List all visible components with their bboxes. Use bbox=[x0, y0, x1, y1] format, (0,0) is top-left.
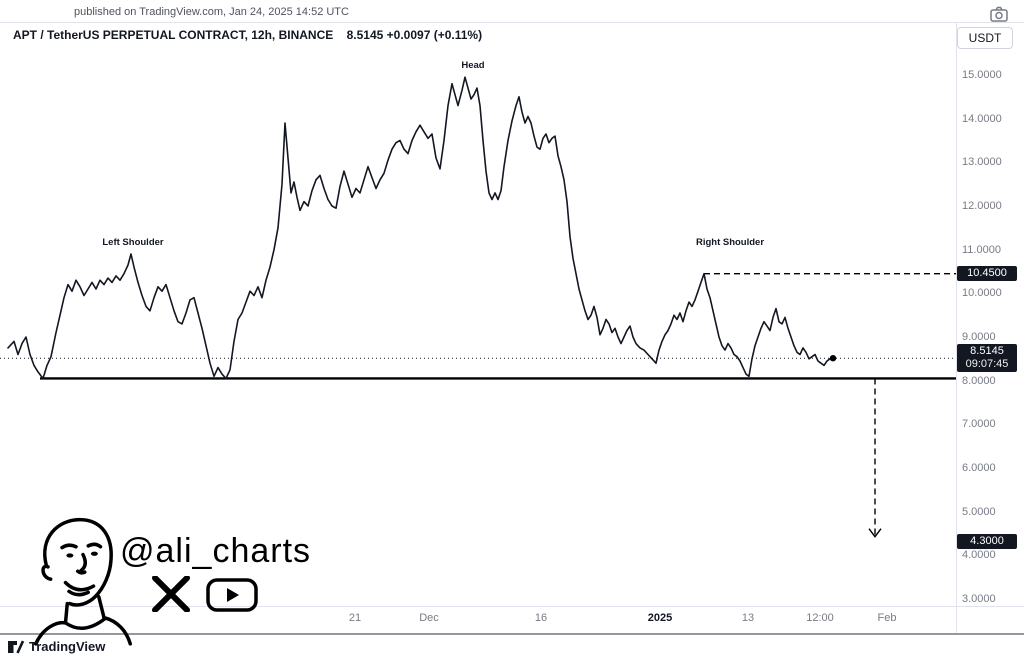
price-tick-label: 6.0000 bbox=[962, 462, 996, 474]
time-tick-label: 21 bbox=[348, 612, 362, 624]
price-tick-label: 9.0000 bbox=[962, 331, 996, 343]
price-badge: 8.5145 09:07:45 bbox=[957, 344, 1017, 373]
price-tick-label: 5.0000 bbox=[962, 505, 996, 518]
chart-legend: APT / TetherUS PERPETUAL CONTRACT, 12h, … bbox=[13, 28, 482, 42]
price-tick-label: 13.0000 bbox=[962, 156, 1002, 169]
chart-top-border bbox=[0, 22, 1024, 23]
time-tick-label: 12:00 bbox=[806, 612, 834, 624]
price-tick-label: 11.0000 bbox=[962, 243, 1001, 256]
chart-bottom-border bbox=[0, 633, 1024, 635]
pattern-label: Head bbox=[461, 60, 485, 72]
price-tick-label: 4.0000 bbox=[962, 549, 996, 562]
tradingview-logo-text: TradingView bbox=[29, 639, 106, 654]
tradingview-logo-link[interactable]: TradingView bbox=[8, 639, 105, 654]
price-tick-label: 10.0000 bbox=[962, 287, 1002, 300]
pattern-label: Left Shoulder bbox=[102, 237, 164, 249]
time-tick-label: 16 bbox=[534, 612, 548, 624]
price-badge: 4.3000 bbox=[957, 534, 1017, 550]
currency-unit-button[interactable]: USDT bbox=[957, 27, 1013, 49]
price-tick-label: 12.0000 bbox=[962, 200, 1002, 212]
price-axis-separator bbox=[956, 22, 957, 634]
published-caption: published on TradingView.com, Jan 24, 20… bbox=[74, 6, 349, 18]
time-tick-label: Dec bbox=[419, 612, 439, 624]
time-tick-label: 2025 bbox=[647, 612, 673, 624]
price-tick-label: 15.0000 bbox=[962, 69, 1002, 81]
artist-handle: @ali_charts bbox=[120, 532, 312, 570]
youtube-icon bbox=[206, 578, 258, 612]
x-logo-icon bbox=[152, 576, 190, 612]
price-change: +0.0097 (+0.11%) bbox=[386, 28, 483, 42]
price-tick-label: 7.0000 bbox=[962, 418, 996, 431]
camera-icon[interactable] bbox=[990, 6, 1008, 22]
price-tick-label: 14.0000 bbox=[962, 112, 1002, 125]
artist-face-drawing bbox=[34, 517, 132, 646]
last-price: 8.5145 bbox=[346, 28, 384, 42]
price-tick-label: 3.0000 bbox=[962, 593, 996, 605]
time-axis-separator bbox=[0, 606, 1024, 607]
time-tick-label: Feb bbox=[877, 612, 897, 624]
price-tick-label: 8.0000 bbox=[962, 374, 996, 387]
tradingview-logo-icon bbox=[8, 639, 24, 654]
price-badge: 10.4500 bbox=[957, 265, 1017, 281]
time-tick-label: 13 bbox=[741, 612, 755, 624]
pattern-label: Right Shoulder bbox=[695, 237, 765, 249]
symbol-title[interactable]: APT / TetherUS PERPETUAL CONTRACT, 12h, … bbox=[13, 28, 334, 42]
